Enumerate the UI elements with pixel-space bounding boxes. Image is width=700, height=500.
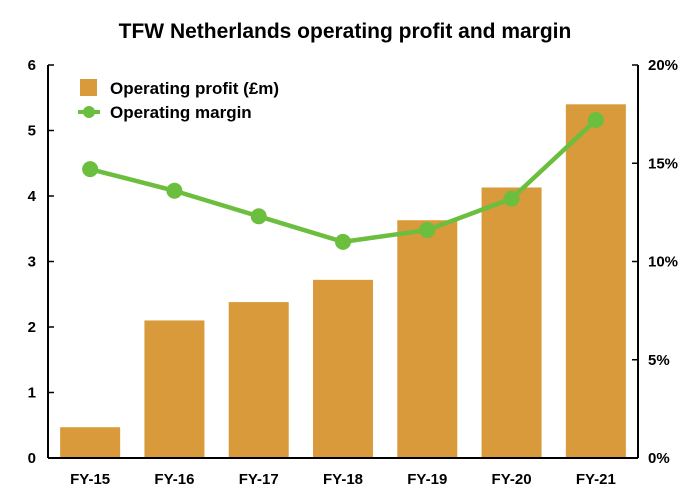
- bar-fy-16: [144, 320, 205, 458]
- left-tick-label: 5: [28, 123, 36, 140]
- margin-point-fy-16: [166, 182, 183, 199]
- left-tick-label: 2: [28, 319, 36, 336]
- margin-line-group: [82, 112, 604, 250]
- left-tick-label: 3: [28, 254, 36, 271]
- bar-fy-17: [228, 302, 289, 458]
- x-axis-ticks: FY-15 FY-16 FY-17 FY-18 FY-19 FY-20 FY-21: [70, 471, 616, 488]
- margin-point-fy-15: [82, 161, 99, 178]
- x-tick-label: FY-17: [239, 471, 279, 488]
- x-tick-label: FY-20: [492, 471, 532, 488]
- x-tick-label: FY-19: [407, 471, 447, 488]
- margin-point-fy-19: [419, 222, 436, 239]
- left-tick-label: 1: [28, 385, 36, 402]
- left-tick-label: 0: [28, 450, 36, 467]
- right-tick-label: 5%: [648, 352, 670, 369]
- bar-fy-19: [397, 220, 458, 458]
- right-axis-ticks: 0% 5% 10% 15% 20%: [632, 57, 678, 467]
- x-tick-label: FY-16: [154, 471, 194, 488]
- left-tick-label: 6: [28, 57, 36, 74]
- bar-fy-21: [565, 104, 626, 459]
- bar-fy-18: [313, 279, 373, 458]
- right-tick-label: 20%: [648, 57, 678, 74]
- legend-label-margin: Operating margin: [110, 103, 252, 122]
- chart-title: TFW Netherlands operating profit and mar…: [119, 20, 572, 43]
- bar-fy-15: [60, 427, 121, 458]
- left-axis-ticks: 0 1 2 3 4 5 6: [28, 57, 54, 467]
- bars-group: [60, 104, 626, 459]
- legend-swatch-margin-marker: [83, 106, 95, 118]
- legend-label-profit: Operating profit (£m): [110, 79, 279, 98]
- margin-point-fy-17: [250, 208, 267, 225]
- bar-fy-20: [481, 187, 542, 459]
- margin-point-fy-18: [335, 233, 351, 250]
- margin-point-fy-20: [503, 190, 520, 207]
- right-tick-label: 10%: [648, 254, 678, 271]
- legend: Operating profit (£m) Operating margin: [78, 79, 279, 122]
- legend-swatch-profit: [80, 79, 97, 96]
- left-tick-label: 4: [28, 188, 37, 205]
- right-tick-label: 0%: [648, 450, 670, 467]
- x-tick-label: FY-18: [323, 471, 363, 488]
- x-tick-label: FY-21: [576, 471, 616, 488]
- x-tick-label: FY-15: [70, 471, 110, 488]
- margin-point-fy-21: [587, 112, 604, 129]
- right-tick-label: 15%: [648, 155, 678, 172]
